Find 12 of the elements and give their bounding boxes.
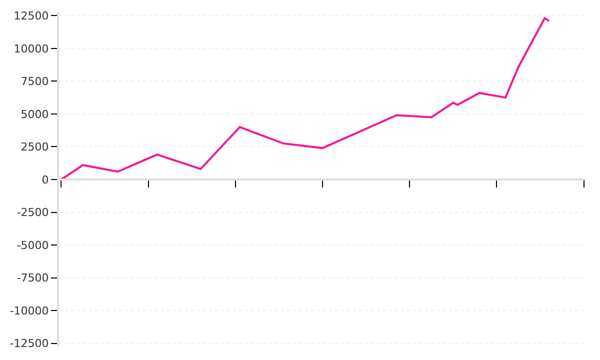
y-tick-label: -7500 (16, 272, 49, 285)
y-tick-label: -12500 (10, 337, 49, 350)
y-tick-label: -2500 (16, 206, 49, 220)
line-series (60, 17, 550, 180)
y-tick-label: 12500 (14, 9, 49, 22)
y-tick-label: -10000 (10, 304, 49, 318)
y-tick-label: 7500 (20, 75, 49, 88)
y-tick-label: 2500 (20, 140, 49, 154)
y-tick-label: 5000 (20, 108, 49, 121)
y-tick-label: 0 (42, 173, 49, 186)
y-tick-label: 10000 (14, 42, 49, 56)
y-tick-label: -5000 (16, 238, 49, 252)
